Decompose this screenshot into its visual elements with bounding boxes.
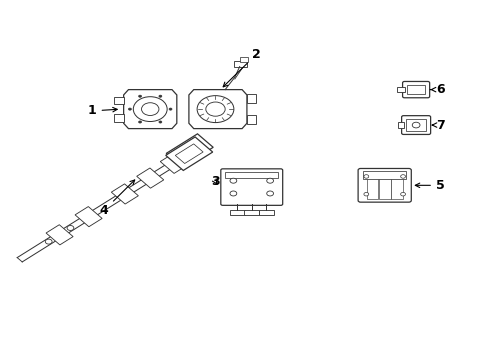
Circle shape xyxy=(169,108,172,110)
Circle shape xyxy=(400,192,405,196)
Bar xyxy=(233,61,247,67)
Bar xyxy=(244,210,259,215)
Bar xyxy=(366,179,378,199)
Bar xyxy=(224,172,278,178)
Circle shape xyxy=(363,175,368,178)
Polygon shape xyxy=(188,90,246,129)
Text: 5: 5 xyxy=(414,179,444,192)
Text: 4: 4 xyxy=(100,180,134,217)
FancyBboxPatch shape xyxy=(402,81,429,98)
Polygon shape xyxy=(137,168,163,188)
Bar xyxy=(114,114,123,122)
FancyBboxPatch shape xyxy=(357,168,410,202)
Polygon shape xyxy=(166,134,213,167)
Circle shape xyxy=(229,178,236,183)
Circle shape xyxy=(266,178,273,183)
Circle shape xyxy=(229,191,236,196)
Circle shape xyxy=(138,95,141,97)
Circle shape xyxy=(411,122,419,128)
Text: 1: 1 xyxy=(88,104,117,117)
Circle shape xyxy=(363,192,368,196)
Polygon shape xyxy=(111,184,138,204)
Bar xyxy=(362,171,406,179)
Polygon shape xyxy=(46,225,73,245)
Bar xyxy=(169,158,182,165)
Bar xyxy=(114,97,123,104)
Text: 7: 7 xyxy=(431,118,444,131)
Bar xyxy=(246,94,255,103)
Bar xyxy=(258,210,273,215)
Bar xyxy=(397,122,403,128)
Circle shape xyxy=(141,103,159,116)
Polygon shape xyxy=(175,144,203,163)
Bar xyxy=(239,57,248,62)
Bar xyxy=(396,87,404,93)
Bar xyxy=(229,210,244,215)
FancyBboxPatch shape xyxy=(401,116,430,134)
Circle shape xyxy=(138,121,141,123)
Circle shape xyxy=(159,95,162,97)
Bar xyxy=(378,179,390,199)
Bar xyxy=(406,119,425,131)
Bar xyxy=(246,116,255,124)
Text: 6: 6 xyxy=(429,83,444,96)
Circle shape xyxy=(197,96,233,123)
Circle shape xyxy=(159,121,162,123)
Bar xyxy=(407,85,424,94)
Polygon shape xyxy=(165,137,212,170)
Polygon shape xyxy=(75,207,102,227)
Bar xyxy=(390,179,402,199)
Circle shape xyxy=(400,175,405,178)
Circle shape xyxy=(205,102,224,116)
Circle shape xyxy=(67,225,74,230)
Polygon shape xyxy=(123,90,177,129)
Circle shape xyxy=(266,191,273,196)
Polygon shape xyxy=(160,153,187,174)
Circle shape xyxy=(45,239,52,244)
Text: 2: 2 xyxy=(223,48,261,87)
Circle shape xyxy=(133,97,167,122)
Circle shape xyxy=(128,108,131,110)
FancyBboxPatch shape xyxy=(221,169,282,205)
Text: 3: 3 xyxy=(211,175,220,188)
